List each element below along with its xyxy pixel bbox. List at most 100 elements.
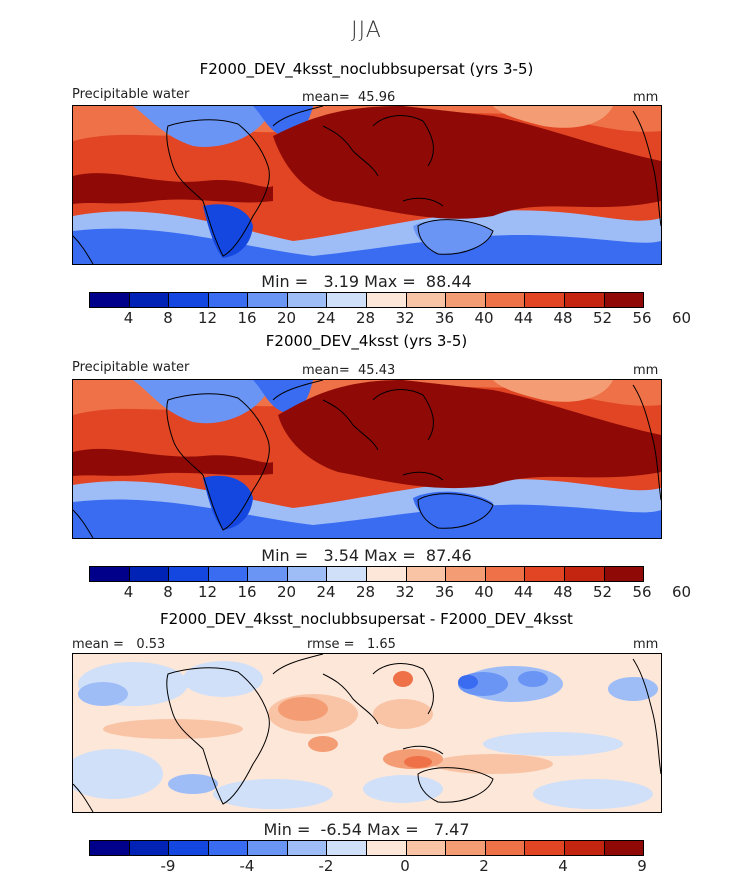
- panel2-max-value: 87.46: [425, 546, 472, 565]
- panel1-map: [72, 105, 662, 265]
- panel1-mean-value: 45.96: [358, 90, 396, 105]
- colorbar-swatch: [367, 293, 407, 307]
- colorbar-swatch: [406, 841, 447, 855]
- panel3-map-svg: [73, 654, 661, 812]
- panel2-minmax: Min = 3.54 Max = 87.46: [0, 546, 733, 565]
- africa-coastline-2: [166, 393, 270, 531]
- colorbar-swatch: [208, 567, 249, 581]
- panel1-max-value: 88.44: [425, 272, 472, 291]
- colorbar-swatch: [169, 841, 209, 855]
- colorbar-swatch: [90, 841, 130, 855]
- colorbar-tick-label: 60: [671, 583, 692, 601]
- colorbar-swatch: [327, 567, 368, 581]
- colorbar-swatch: [406, 567, 447, 581]
- colorbar-tick-label: 36: [434, 309, 455, 327]
- colorbar-swatch: [485, 293, 526, 307]
- panel1-colorbar: [89, 292, 644, 308]
- africa-coastline: [166, 119, 270, 257]
- colorbar-swatch: [208, 293, 249, 307]
- colorbar-tick-label: 20: [276, 583, 297, 601]
- colorbar-swatch: [446, 567, 486, 581]
- australia-coastline-3: [417, 767, 494, 803]
- panel2-min-value: 3.54: [323, 546, 360, 565]
- panel3-title: F2000_DEV_4ksst_noclubbsupersat - F2000_…: [160, 610, 573, 628]
- colorbar-tick-label: 48: [553, 309, 573, 327]
- colorbar-tick-label: 44: [513, 309, 534, 327]
- panel1-min-value: 3.19: [323, 272, 360, 291]
- panel3-mean: mean = 0.53: [72, 637, 165, 652]
- colorbar-tick-label: 8: [163, 583, 173, 601]
- colorbar-tick-label: 40: [474, 309, 494, 327]
- colorbar-tick-label: 12: [197, 309, 218, 327]
- colorbar-swatch: [564, 293, 605, 307]
- colorbar-tick-label: -4: [239, 857, 255, 875]
- panel1-min-label: Min =: [261, 272, 309, 291]
- colorbar-tick-label: 48: [553, 583, 573, 601]
- colorbar-swatch: [287, 567, 328, 581]
- panel2-colorbar-ticks: 4 8 12 16 20 24 28 32 36 40 44 48 52 56 60: [89, 583, 691, 601]
- panel3-max-label: Max =: [367, 820, 419, 839]
- colorbar-swatch: [248, 567, 288, 581]
- panel3-mean-label: mean =: [72, 637, 124, 652]
- panel3-rmse-label: rmse =: [307, 637, 355, 652]
- colorbar-swatch: [604, 841, 644, 855]
- colorbar-swatch: [287, 841, 328, 855]
- colorbar-tick-label: 60: [671, 309, 692, 327]
- panel3-mean-value: 0.53: [136, 637, 166, 652]
- colorbar-swatch: [327, 841, 368, 855]
- colorbar-swatch: [525, 567, 565, 581]
- panel1-mean: mean= 45.96: [302, 90, 395, 105]
- colorbar-swatch: [485, 841, 526, 855]
- panel1-max-label: Max =: [364, 272, 416, 291]
- panel3-rmse: rmse = 1.65: [307, 637, 396, 652]
- colorbar-tick-label: -9: [160, 857, 176, 875]
- colorbar-tick-label: 44: [513, 583, 534, 601]
- colorbar-tick-label: 4: [558, 857, 568, 875]
- colorbar-swatch: [208, 841, 249, 855]
- colorbar-swatch: [129, 567, 170, 581]
- colorbar-tick-label: 52: [592, 309, 613, 327]
- panel1-variable: Precipitable water: [72, 87, 190, 102]
- colorbar-swatch: [604, 567, 644, 581]
- panel1-colorbar-ticks: 4 8 12 16 20 24 28 32 36 40 44 48 52 56 60: [89, 309, 691, 327]
- panel2-mean-label: mean=: [302, 363, 350, 378]
- colorbar-tick-label: 56: [632, 309, 652, 327]
- panel2-map: [72, 379, 662, 539]
- colorbar-swatch: [90, 293, 130, 307]
- colorbar-tick-label: 4: [123, 583, 134, 601]
- panel3-min-label: Min =: [263, 820, 311, 839]
- colorbar-tick-label: 16: [237, 583, 257, 601]
- panel3-units: mm: [633, 637, 659, 652]
- africa-coastline-3: [166, 667, 270, 805]
- colorbar-tick-label: 20: [276, 309, 297, 327]
- panel1-minmax: Min = 3.19 Max = 88.44: [0, 272, 733, 291]
- colorbar-tick-label: 36: [434, 583, 455, 601]
- colorbar-swatch: [327, 293, 368, 307]
- colorbar-tick-label: 40: [474, 583, 494, 601]
- colorbar-tick-label: 32: [395, 583, 415, 601]
- colorbar-tick-label: 24: [316, 583, 336, 601]
- panel2-variable: Precipitable water: [72, 360, 190, 375]
- panel1-units: mm: [633, 90, 659, 105]
- panel3-minmax: Min = -6.54 Max = 7.47: [0, 820, 733, 839]
- colorbar-tick-label: 0: [400, 857, 410, 875]
- colorbar-swatch: [446, 293, 486, 307]
- colorbar-tick-label: 12: [197, 583, 218, 601]
- australia-coastline-2: [417, 493, 494, 529]
- panel1-map-svg: [73, 106, 661, 264]
- colorbar-swatch: [564, 567, 605, 581]
- panel3-colorbar-ticks: -9 -4 -2 0 2 4 9: [89, 857, 647, 875]
- colorbar-swatch: [169, 293, 209, 307]
- colorbar-tick-label: 16: [237, 309, 257, 327]
- panel3-min-value: -6.54: [320, 820, 362, 839]
- panel2-title: F2000_DEV_4ksst (yrs 3-5): [265, 332, 468, 350]
- colorbar-swatch: [248, 293, 288, 307]
- panel2-map-svg: [73, 380, 661, 538]
- colorbar-tick-label: 2: [479, 857, 489, 875]
- colorbar-swatch: [90, 567, 130, 581]
- colorbar-swatch: [287, 293, 328, 307]
- panel2-mean: mean= 45.43: [302, 363, 395, 378]
- colorbar-swatch: [367, 567, 407, 581]
- colorbar-swatch: [604, 293, 644, 307]
- colorbar-swatch: [367, 841, 407, 855]
